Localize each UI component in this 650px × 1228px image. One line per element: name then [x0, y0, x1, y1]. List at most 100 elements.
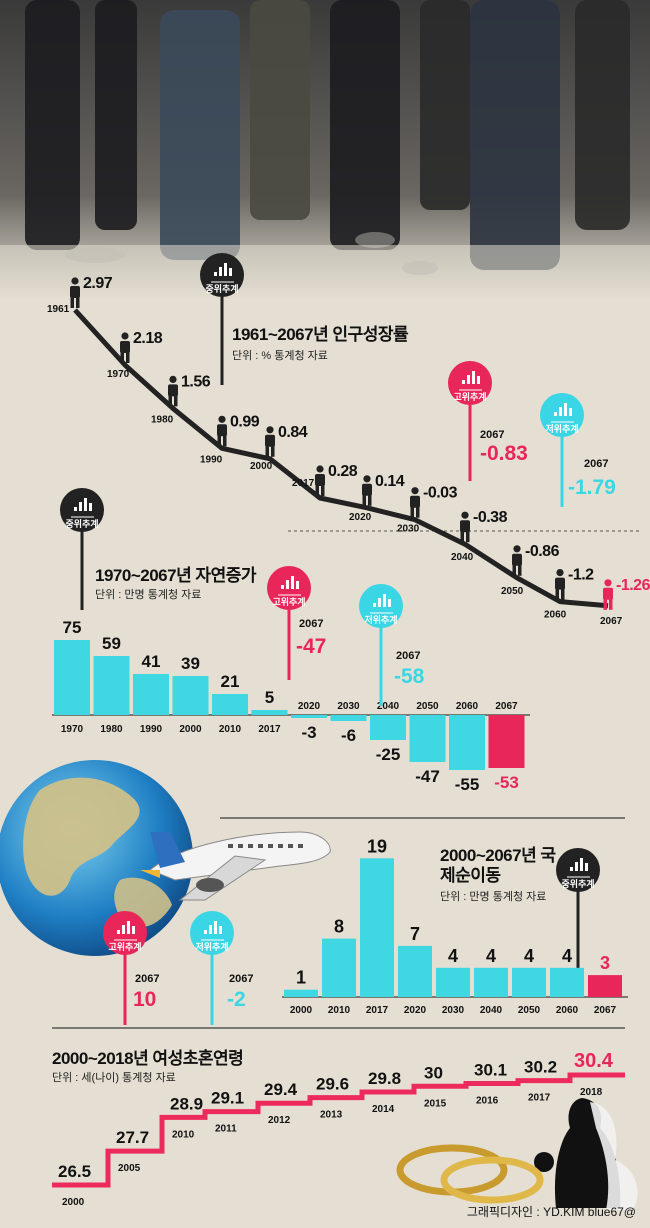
chart2-bar [212, 694, 248, 715]
chart4-value-label: 30.4 [574, 1050, 614, 1072]
chart4-year-label: 2012 [268, 1115, 291, 1126]
chart2-bar [370, 715, 406, 740]
icon-bar [291, 576, 294, 589]
chart3-bar [550, 967, 584, 997]
airplane-window [228, 844, 233, 848]
chart1-year-label: 2050 [501, 586, 524, 597]
chart4-year-label: 2016 [476, 1095, 499, 1106]
chart1-year-label: 2020 [349, 512, 372, 523]
chart2-category-label: 1980 [100, 724, 123, 735]
chart3-category-label: 2060 [556, 1005, 579, 1016]
chart2-high-year: 2067 [299, 618, 323, 630]
person-head [316, 465, 324, 473]
chart4-year-label: 2011 [215, 1124, 237, 1135]
person-leg [174, 395, 178, 407]
chart3-bar [512, 967, 546, 997]
chart3-value-label: 7 [410, 924, 420, 944]
chart3-value-label: 4 [524, 946, 534, 966]
icon-bar [224, 263, 227, 276]
person-leg [368, 494, 372, 506]
chart3-category-label: 2067 [594, 1005, 617, 1016]
icon-bar [117, 930, 120, 934]
person-leg [410, 506, 414, 518]
chart1-badge-low-label: 저위추계 [545, 423, 578, 434]
chart1-badge-high-label: 고위추계 [453, 391, 486, 402]
chart4-year-label: 2018 [580, 1087, 603, 1098]
chart1-value-label: 0.28 [328, 463, 358, 480]
icon-bar [462, 380, 465, 384]
chart2-bar [251, 710, 288, 715]
chart4-value-label: 30 [424, 1063, 443, 1082]
chart2-category-label: 2020 [298, 701, 321, 712]
airplane-window [258, 844, 263, 848]
person-leg [126, 352, 130, 363]
person-torso [362, 483, 372, 496]
chart2-category-label: 1990 [140, 724, 163, 735]
chart4-year-label: 2010 [172, 1129, 195, 1140]
chart4-staircase [52, 1072, 625, 1188]
person-leg [223, 435, 227, 447]
person-torso [603, 587, 613, 600]
person-head [363, 475, 371, 483]
person-head [169, 375, 177, 383]
chart1-year-label: 2000 [250, 461, 273, 472]
person-torso [315, 474, 325, 486]
icon-bar [281, 585, 284, 589]
chart2-low-value: -58 [394, 665, 425, 688]
bride-body [554, 1098, 621, 1208]
chart2-category-label: 2030 [337, 701, 360, 712]
person-icon [555, 569, 565, 600]
person-head [513, 545, 521, 553]
chart3-category-label: 2050 [518, 1005, 541, 1016]
airplane-window [298, 844, 303, 848]
airplane-window [278, 844, 283, 848]
airplane-window [288, 844, 293, 848]
chart1-value-label: 1.56 [181, 373, 211, 390]
chart2-value-label: 21 [221, 672, 240, 691]
chart3-category-label: 2010 [328, 1005, 351, 1016]
chart2-unit: 단위 : 만명 통계청 자료 [95, 589, 202, 601]
person-torso [265, 434, 275, 447]
wedding-rings-icon [396, 1144, 544, 1204]
airplane-engine [196, 878, 224, 892]
person-leg [416, 506, 420, 518]
chart2-bar [409, 715, 446, 762]
chart2-category-label: 1970 [61, 724, 84, 735]
person-head [121, 332, 129, 340]
chart2-value-label: -53 [494, 773, 519, 792]
person-torso [70, 286, 80, 298]
chart2-bar [449, 715, 485, 770]
person-head [556, 569, 564, 577]
bar-chart-icon [201, 921, 224, 941]
chart3-bar [398, 945, 432, 997]
person-torso [410, 495, 420, 508]
chart4-value-label: 29.1 [211, 1089, 244, 1108]
chart4-year-label: 2013 [320, 1110, 343, 1121]
chart1-high-value: -0.83 [480, 442, 528, 465]
chart2-value-label: -6 [341, 726, 356, 745]
chart2-bar [54, 640, 90, 715]
person-icon [265, 426, 275, 457]
person-leg [603, 598, 607, 610]
chart2-badge-low-label: 저위추계 [364, 614, 397, 625]
icon-bar [84, 498, 87, 511]
chart3-badge-mid: 중위추계 [556, 848, 600, 975]
chart4-year-label: 2005 [118, 1163, 141, 1174]
person-icon [512, 545, 522, 576]
person-head [461, 511, 469, 519]
chart3-unit: 단위 : 만명 통계청 자료 [440, 891, 547, 903]
bride-veil [590, 1102, 638, 1210]
chart1-year-label: 1980 [151, 414, 174, 425]
chart2-bar [93, 656, 130, 715]
chart4-year-label: 2015 [424, 1098, 447, 1109]
bar-chart-icon [567, 858, 590, 878]
person-torso [512, 553, 522, 566]
chart3-category-label: 2017 [366, 1005, 389, 1016]
person-head [218, 415, 226, 423]
chart1-year-label: 2040 [451, 552, 474, 563]
chart2-bar [488, 715, 525, 768]
person-icon [362, 475, 372, 506]
chart1-badge-mid: 중위추계 [200, 253, 244, 385]
